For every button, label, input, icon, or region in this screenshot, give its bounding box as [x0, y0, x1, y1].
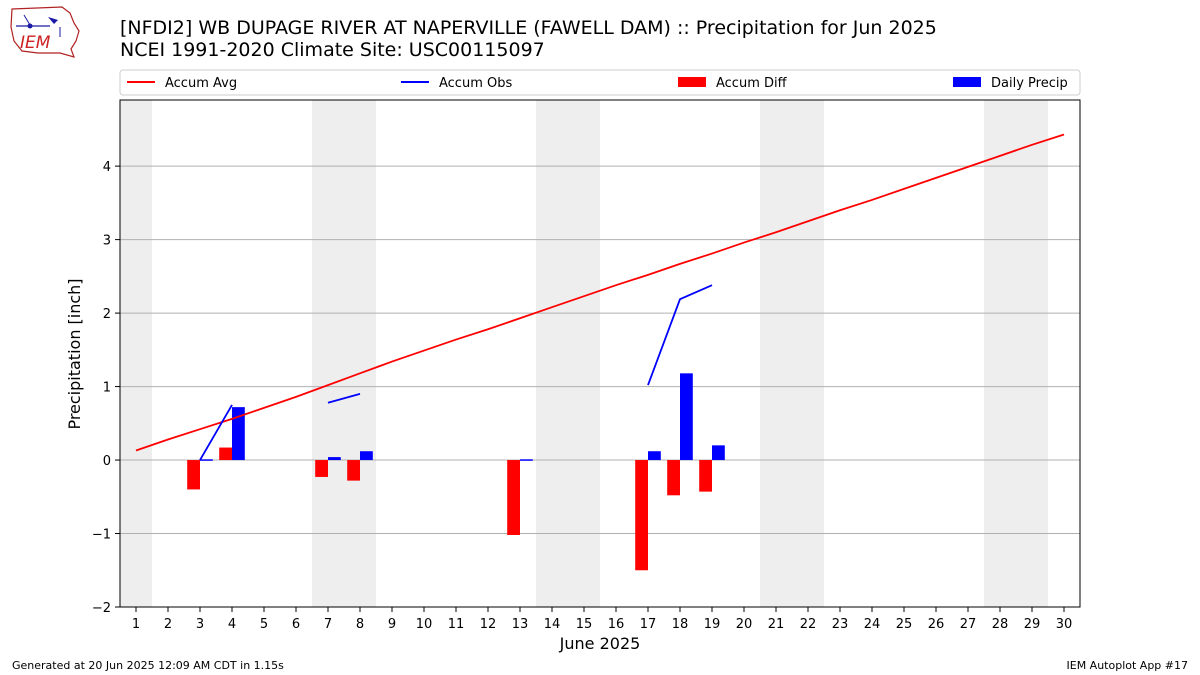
x-tick-label: 17	[640, 617, 657, 632]
accum-avg-line	[135, 133, 1065, 452]
daily-precip-bar	[520, 459, 533, 461]
weekend-band	[344, 100, 376, 607]
x-tick-label: 20	[736, 617, 753, 632]
daily-precip-bar	[232, 407, 245, 461]
weekend-band	[760, 100, 792, 607]
weekend-band	[984, 100, 1016, 607]
y-axis-label: Precipitation [inch]	[65, 278, 84, 429]
x-tick-label: 22	[800, 617, 817, 632]
accum-obs-line	[199, 404, 233, 461]
app-credit: IEM Autoplot App #17	[1066, 659, 1189, 672]
x-tick-label: 19	[704, 617, 721, 632]
y-tick-label: −1	[92, 528, 111, 543]
data-marks	[135, 133, 1065, 571]
x-tick-label: 30	[1056, 617, 1073, 632]
x-tick-label: 15	[576, 617, 593, 632]
x-tick-label: 1	[132, 617, 140, 632]
x-tick-label: 23	[832, 617, 849, 632]
legend-swatch	[678, 77, 706, 87]
x-tick-label: 3	[196, 617, 204, 632]
y-tick-label: 3	[103, 234, 111, 249]
x-tick-label: 4	[228, 617, 236, 632]
chart-title: [NFDI2] WB DUPAGE RIVER AT NAPERVILLE (F…	[120, 17, 937, 61]
x-tick-label: 28	[992, 617, 1009, 632]
weekend-shading	[120, 100, 1048, 607]
x-axis-label: June 2025	[559, 634, 641, 653]
x-tick-label: 11	[448, 617, 465, 632]
y-tick-label: 0	[103, 454, 111, 469]
x-tick-label: 2	[164, 617, 172, 632]
legend-box	[119, 69, 1081, 96]
daily-precip-bar	[648, 451, 661, 461]
daily-precip-bar	[200, 459, 213, 461]
x-tick-label: 6	[292, 617, 300, 632]
accum-diff-bar	[315, 460, 328, 477]
x-tick-label: 13	[512, 617, 529, 632]
x-tick-label: 24	[864, 617, 881, 632]
chart-title-line2: NCEI 1991-2020 Climate Site: USC00115097	[120, 39, 545, 61]
daily-precip-bar	[328, 457, 341, 461]
accum-diff-bar	[347, 460, 360, 481]
accum-diff-bar	[507, 460, 520, 535]
weekend-band	[1016, 100, 1048, 607]
legend: Accum Avg Accum Obs Accum Diff Daily Precip	[119, 69, 1081, 96]
y-tick-label: 4	[103, 160, 111, 175]
x-tick-label: 10	[416, 617, 433, 632]
chart-title-line1: [NFDI2] WB DUPAGE RIVER AT NAPERVILLE (F…	[120, 17, 937, 39]
x-tick-label: 12	[480, 617, 497, 632]
y-tick-label: −2	[92, 601, 111, 616]
accum-diff-bar	[187, 460, 200, 490]
x-tick-label: 5	[260, 617, 268, 632]
x-tick-label: 21	[768, 617, 785, 632]
daily-precip-bar	[360, 451, 373, 461]
x-tick-label: 18	[672, 617, 689, 632]
weekend-band	[792, 100, 824, 607]
accum-diff-bar	[635, 460, 648, 571]
accum-obs-line	[647, 284, 713, 386]
x-tick-label: 26	[928, 617, 945, 632]
accum-diff-bar	[699, 460, 712, 492]
y-tick-label: 1	[103, 381, 111, 396]
legend-label: Accum Diff	[716, 76, 788, 91]
legend-label: Accum Obs	[439, 76, 512, 91]
legend-label: Accum Avg	[165, 76, 237, 91]
generated-note: Generated at 20 Jun 2025 12:09 AM CDT in…	[12, 659, 284, 672]
daily-precip-bar	[680, 373, 693, 461]
y-tick-label: 2	[103, 307, 111, 322]
x-tick-label: 29	[1024, 617, 1041, 632]
x-tick-label: 27	[960, 617, 977, 632]
x-tick-label: 16	[608, 617, 625, 632]
x-tick-label: 14	[544, 617, 561, 632]
logo-text: IEM	[20, 33, 51, 53]
weekend-band	[120, 100, 152, 607]
weekend-band	[536, 100, 568, 607]
iem-logo: IEM	[10, 6, 80, 58]
x-tick-label: 7	[324, 617, 332, 632]
daily-precip-bar	[712, 445, 725, 461]
weekend-band	[568, 100, 600, 607]
accum-diff-bar	[219, 447, 232, 461]
x-tick-label: 8	[356, 617, 364, 632]
accum-diff-bar	[667, 460, 680, 496]
x-tick-label: 9	[388, 617, 396, 632]
weekend-band	[312, 100, 344, 607]
legend-swatch	[953, 77, 981, 87]
plot-frame	[119, 99, 1081, 608]
accum-obs-line	[327, 393, 361, 404]
legend-label: Daily Precip	[991, 76, 1068, 91]
x-tick-label: 25	[896, 617, 913, 632]
